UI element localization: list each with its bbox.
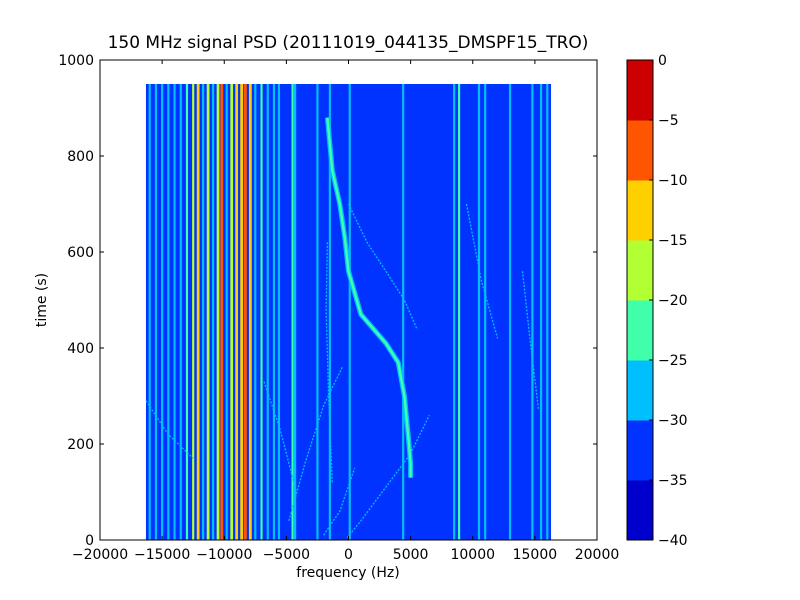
colorbar-band-0 <box>627 480 653 541</box>
spectral-line-35 <box>508 84 512 540</box>
colorbar-tick-label: −10 <box>658 173 688 189</box>
spectral-line-7 <box>192 84 195 540</box>
colorbar-band-6 <box>627 120 653 181</box>
spectral-line-21 <box>260 84 263 540</box>
colorbar-band-4 <box>627 240 653 301</box>
spectral-line-22 <box>266 84 269 540</box>
faint-trace-4 <box>323 467 356 536</box>
faint-trace-1 <box>347 203 418 330</box>
colorbar-band-7 <box>627 60 653 121</box>
chart-title: 150 MHz signal PSD (20111019_044135_DMSP… <box>108 33 589 53</box>
colorbar-tick-label: −25 <box>658 353 688 369</box>
x-tick-label: −5000 <box>263 547 310 563</box>
spectrogram-heatmap <box>145 84 552 540</box>
spectral-line-4 <box>173 84 176 540</box>
y-axis-label: time (s) <box>34 273 50 327</box>
x-axis-label: frequency (Hz) <box>296 565 399 581</box>
spectral-line-25 <box>291 84 294 540</box>
spectral-line-32 <box>457 84 461 540</box>
faint-trace-2 <box>288 366 343 521</box>
spectral-line-36 <box>531 84 534 540</box>
spectral-line-30 <box>402 84 405 540</box>
spectral-line-34 <box>484 84 487 540</box>
colorbar-tick-label: −40 <box>658 533 688 549</box>
x-tick-label: 0 <box>344 547 353 563</box>
plot-area: −20000 −15000 −10000 −5000 0 5000 10000 15000 20… <box>58 53 619 563</box>
spectral-line-33 <box>477 84 481 540</box>
faint-trace-7 <box>521 271 540 411</box>
colorbar-tick-label: −5 <box>658 113 679 129</box>
x-tick-label: 20000 <box>575 547 620 563</box>
spectral-line-5 <box>179 84 182 540</box>
spectral-line-15 <box>230 84 234 540</box>
spectral-line-31 <box>453 84 456 540</box>
spectral-line-27 <box>316 84 319 540</box>
y-tick-label: 0 <box>85 533 94 549</box>
x-tick-label: 15000 <box>513 547 558 563</box>
y-axis-ticks: 0 200 400 600 800 1000 <box>58 53 597 549</box>
faint-trace-8 <box>465 203 499 339</box>
faint-trace-6 <box>263 381 297 493</box>
spectral-line-0 <box>148 84 151 540</box>
spectral-line-29 <box>348 84 351 540</box>
spectral-line-18 <box>243 84 247 540</box>
spectral-line-17 <box>240 84 244 540</box>
spectral-line-26 <box>293 84 297 540</box>
colorbar-band-2 <box>627 360 653 421</box>
colorbar-band-1 <box>627 420 653 481</box>
spectral-line-10 <box>206 84 210 540</box>
spectral-line-28 <box>328 84 331 540</box>
spectral-line-8 <box>196 84 200 540</box>
x-tick-label: 10000 <box>450 547 495 563</box>
faint-trace-0 <box>346 414 430 539</box>
y-tick-label: 1000 <box>58 53 94 69</box>
colorbar-tick-label: −20 <box>658 293 688 309</box>
y-tick-label: 600 <box>67 245 94 261</box>
spectral-line-14 <box>225 84 228 540</box>
spectral-line-37 <box>539 84 543 540</box>
spectral-line-16 <box>235 84 239 540</box>
colorbar: −40 −35 −30 −25 −20 −15 −10 −5 0 <box>626 53 688 549</box>
spectral-line-38 <box>546 84 549 540</box>
y-tick-label: 200 <box>67 437 94 453</box>
x-tick-label: −15000 <box>134 547 190 563</box>
x-tick-label: 5000 <box>393 547 429 563</box>
y-tick-label: 800 <box>67 149 94 165</box>
spectral-line-12 <box>216 84 220 540</box>
faint-trace-3 <box>145 400 194 459</box>
spectral-line-2 <box>161 84 164 540</box>
colorbar-tick-label: −30 <box>658 413 688 429</box>
colorbar-tick-label: −35 <box>658 473 688 489</box>
spectral-line-24 <box>277 84 281 540</box>
y-tick-label: 400 <box>67 341 94 357</box>
doppler-trace <box>326 117 412 478</box>
x-axis-ticks: −20000 −15000 −10000 −5000 0 5000 10000 15000 20… <box>72 60 619 563</box>
spectral-line-9 <box>202 84 205 540</box>
spectral-line-23 <box>272 84 276 540</box>
spectral-line-6 <box>185 84 189 540</box>
spectral-line-1 <box>154 84 158 540</box>
faint-trace-5 <box>325 242 333 483</box>
colorbar-band-3 <box>627 300 653 361</box>
spectral-line-13 <box>220 84 224 540</box>
x-tick-label: −10000 <box>196 547 252 563</box>
spectral-line-20 <box>254 84 257 540</box>
spectral-line-19 <box>248 84 252 540</box>
colorbar-tick-label: −15 <box>658 233 688 249</box>
spectral-line-3 <box>167 84 170 540</box>
colorbar-band-5 <box>627 180 653 241</box>
x-tick-label: −20000 <box>72 547 128 563</box>
spectral-line-11 <box>211 84 215 540</box>
colorbar-tick-label: 0 <box>658 53 667 69</box>
